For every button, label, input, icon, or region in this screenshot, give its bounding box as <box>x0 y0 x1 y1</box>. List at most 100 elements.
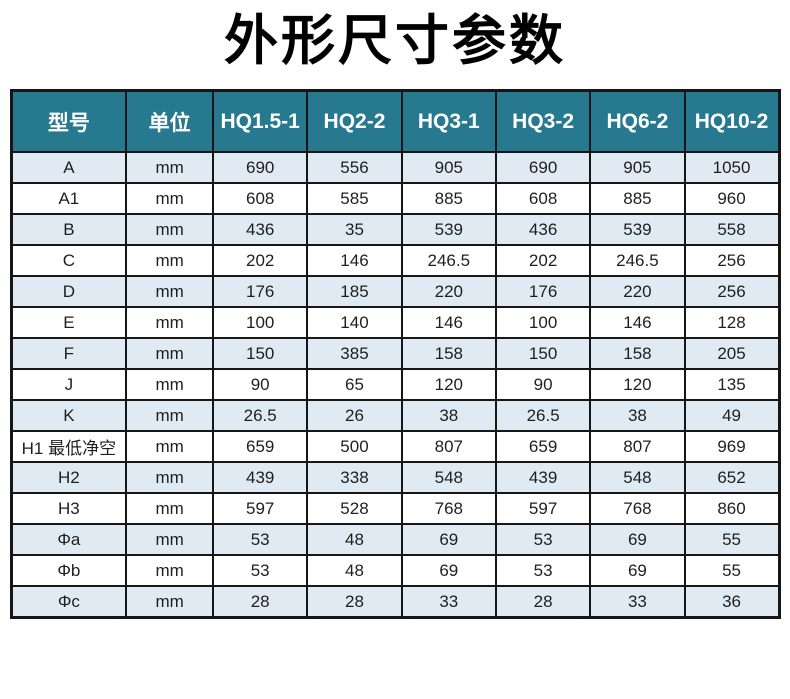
value-cell: 960 <box>683 182 781 216</box>
unit-cell: mm <box>125 523 215 557</box>
value-cell: 36 <box>683 585 781 619</box>
value-cell: 202 <box>494 244 592 278</box>
value-cell: 338 <box>306 461 403 495</box>
value-cell: 807 <box>589 430 686 464</box>
value-cell: 558 <box>683 213 781 247</box>
row-label-cell: A <box>9 151 128 185</box>
value-cell: 158 <box>400 337 497 371</box>
row-label-cell: E <box>9 306 128 340</box>
value-cell: 146 <box>589 306 686 340</box>
value-cell: 48 <box>306 523 403 557</box>
value-cell: 176 <box>212 275 309 309</box>
unit-cell: mm <box>125 430 215 464</box>
value-cell: 146 <box>306 244 403 278</box>
value-cell: 38 <box>400 399 497 433</box>
header-cell-4: HQ3-1 <box>400 89 497 154</box>
value-cell: 256 <box>683 244 781 278</box>
row-label-cell: F <box>9 337 128 371</box>
value-cell: 53 <box>494 554 592 588</box>
value-cell: 969 <box>683 430 781 464</box>
table-row: H3 mm 597 528 768 597 768 860 <box>9 492 781 526</box>
value-cell: 385 <box>306 337 403 371</box>
value-cell: 905 <box>589 151 686 185</box>
value-cell: 439 <box>494 461 592 495</box>
unit-cell: mm <box>125 399 215 433</box>
value-cell: 49 <box>683 399 781 433</box>
value-cell: 220 <box>589 275 686 309</box>
value-cell: 150 <box>212 337 309 371</box>
header-cell-0: 型号 <box>9 89 128 154</box>
value-cell: 690 <box>212 151 309 185</box>
header-cell-7: HQ10-2 <box>683 89 781 154</box>
value-cell: 28 <box>306 585 403 619</box>
table-row: Φc mm 28 28 33 28 33 36 <box>9 585 781 619</box>
value-cell: 100 <box>212 306 309 340</box>
value-cell: 140 <box>306 306 403 340</box>
value-cell: 26.5 <box>494 399 592 433</box>
unit-cell: mm <box>125 461 215 495</box>
value-cell: 53 <box>212 554 309 588</box>
value-cell: 26 <box>306 399 403 433</box>
unit-cell: mm <box>125 554 215 588</box>
value-cell: 33 <box>589 585 686 619</box>
value-cell: 768 <box>589 492 686 526</box>
value-cell: 608 <box>212 182 309 216</box>
value-cell: 585 <box>306 182 403 216</box>
row-label-cell: Φb <box>9 554 128 588</box>
row-label-cell: B <box>9 213 128 247</box>
value-cell: 548 <box>400 461 497 495</box>
row-label-cell: Φc <box>9 585 128 619</box>
value-cell: 659 <box>494 430 592 464</box>
unit-cell: mm <box>125 492 215 526</box>
unit-cell: mm <box>125 151 215 185</box>
value-cell: 128 <box>683 306 781 340</box>
value-cell: 35 <box>306 213 403 247</box>
value-cell: 556 <box>306 151 403 185</box>
header-cell-5: HQ3-2 <box>494 89 592 154</box>
row-label-cell: D <box>9 275 128 309</box>
value-cell: 439 <box>212 461 309 495</box>
value-cell: 652 <box>683 461 781 495</box>
value-cell: 33 <box>400 585 497 619</box>
header-cell-6: HQ6-2 <box>589 89 686 154</box>
value-cell: 120 <box>400 368 497 402</box>
value-cell: 768 <box>400 492 497 526</box>
value-cell: 158 <box>589 337 686 371</box>
table-row: A1 mm 608 585 885 608 885 960 <box>9 182 781 216</box>
page-title: 外形尺寸参数 <box>224 11 566 71</box>
value-cell: 807 <box>400 430 497 464</box>
value-cell: 185 <box>306 275 403 309</box>
value-cell: 55 <box>683 523 781 557</box>
unit-cell: mm <box>125 244 215 278</box>
value-cell: 885 <box>589 182 686 216</box>
value-cell: 885 <box>400 182 497 216</box>
value-cell: 28 <box>212 585 309 619</box>
row-label-cell: C <box>9 244 128 278</box>
unit-cell: mm <box>125 182 215 216</box>
value-cell: 69 <box>400 523 497 557</box>
value-cell: 53 <box>494 523 592 557</box>
value-cell: 905 <box>400 151 497 185</box>
value-cell: 100 <box>494 306 592 340</box>
row-label-cell: J <box>9 368 128 402</box>
value-cell: 528 <box>306 492 403 526</box>
unit-cell: mm <box>125 275 215 309</box>
row-label-cell: H1 最低净空 <box>9 430 128 464</box>
value-cell: 597 <box>494 492 592 526</box>
table-header: 型号 单位 HQ1.5-1 HQ2-2 HQ3-1 HQ3-2 HQ6-2 HQ10-2 <box>9 89 781 154</box>
unit-cell: mm <box>125 368 215 402</box>
value-cell: 205 <box>683 337 781 371</box>
value-cell: 53 <box>212 523 309 557</box>
row-label-cell: H3 <box>9 492 128 526</box>
value-cell: 69 <box>589 554 686 588</box>
table-header-row: 型号 单位 HQ1.5-1 HQ2-2 HQ3-1 HQ3-2 HQ6-2 HQ10-2 <box>9 89 781 154</box>
value-cell: 500 <box>306 430 403 464</box>
value-cell: 659 <box>212 430 309 464</box>
value-cell: 135 <box>683 368 781 402</box>
